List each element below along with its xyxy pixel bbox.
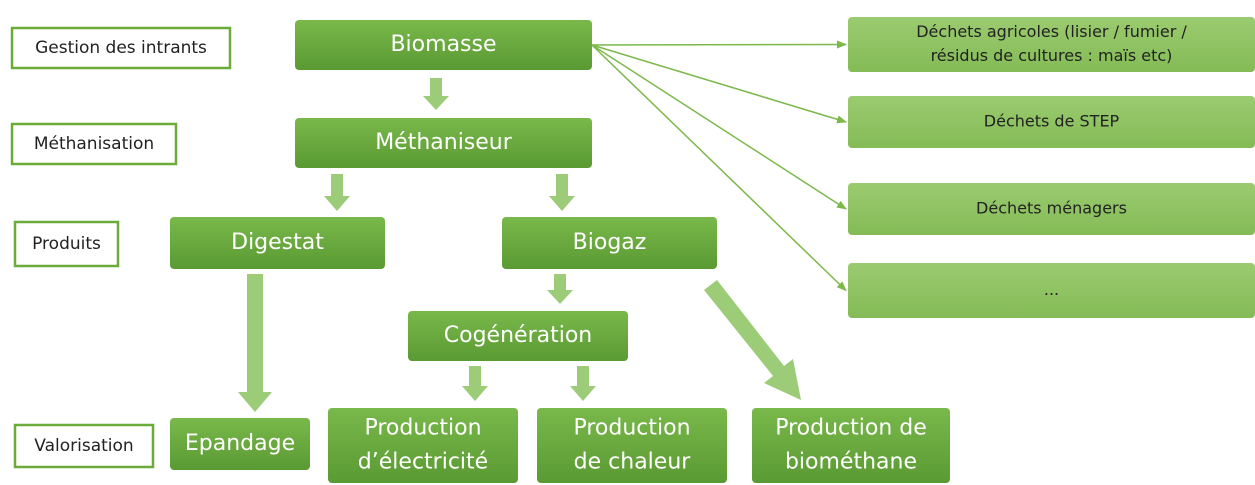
connector (591, 44, 847, 210)
stage-label: Produits (32, 234, 101, 254)
arrow (423, 78, 449, 110)
process-box (502, 217, 717, 269)
input-box (848, 17, 1255, 72)
process-label: Epandage (185, 431, 295, 456)
connector (591, 44, 847, 292)
arrows (238, 78, 801, 412)
process-box (328, 408, 518, 483)
process-box (408, 311, 628, 361)
stage-box (10, 122, 178, 166)
process-box (537, 408, 727, 483)
process-label: Production (364, 416, 481, 441)
process-label: Production (573, 416, 690, 441)
stage-box (13, 423, 155, 469)
process-label: Production de (775, 416, 927, 441)
arrow (547, 274, 573, 304)
arrow (462, 366, 488, 401)
input-label: ... (1044, 280, 1059, 299)
input-label: Déchets agricoles (lisier / fumier / (916, 22, 1187, 41)
stage-box (10, 26, 232, 70)
process-label: d’électricité (358, 450, 488, 475)
arrow (324, 174, 350, 211)
process-label: biométhane (785, 450, 917, 475)
process-label: Méthaniseur (375, 130, 513, 155)
process-label: Biogaz (573, 230, 647, 255)
process-box (170, 217, 385, 269)
process-label: de chaleur (574, 450, 692, 475)
process-label: Digestat (231, 230, 324, 255)
input-label: Déchets de STEP (984, 112, 1120, 131)
arrow (238, 274, 272, 412)
connector (591, 40, 847, 49)
arrow (549, 174, 575, 211)
process-box (170, 418, 310, 470)
arrow (704, 280, 801, 400)
stage-label: Valorisation (34, 436, 133, 456)
stage-label: Méthanisation (34, 134, 154, 154)
input-box (848, 96, 1255, 148)
connector (591, 44, 847, 124)
process-box (752, 408, 950, 483)
input-label: Déchets ménagers (976, 199, 1127, 218)
input-box (848, 263, 1255, 318)
process-label: Biomasse (390, 32, 496, 57)
input-label: résidus de cultures : maïs etc) (931, 46, 1173, 65)
stage-box (13, 220, 120, 268)
stage-label: Gestion des intrants (35, 38, 207, 58)
process-box (295, 20, 592, 70)
arrow (570, 366, 596, 401)
input-box (848, 183, 1255, 235)
process-label: Cogénération (444, 323, 592, 348)
process-box (295, 118, 592, 168)
